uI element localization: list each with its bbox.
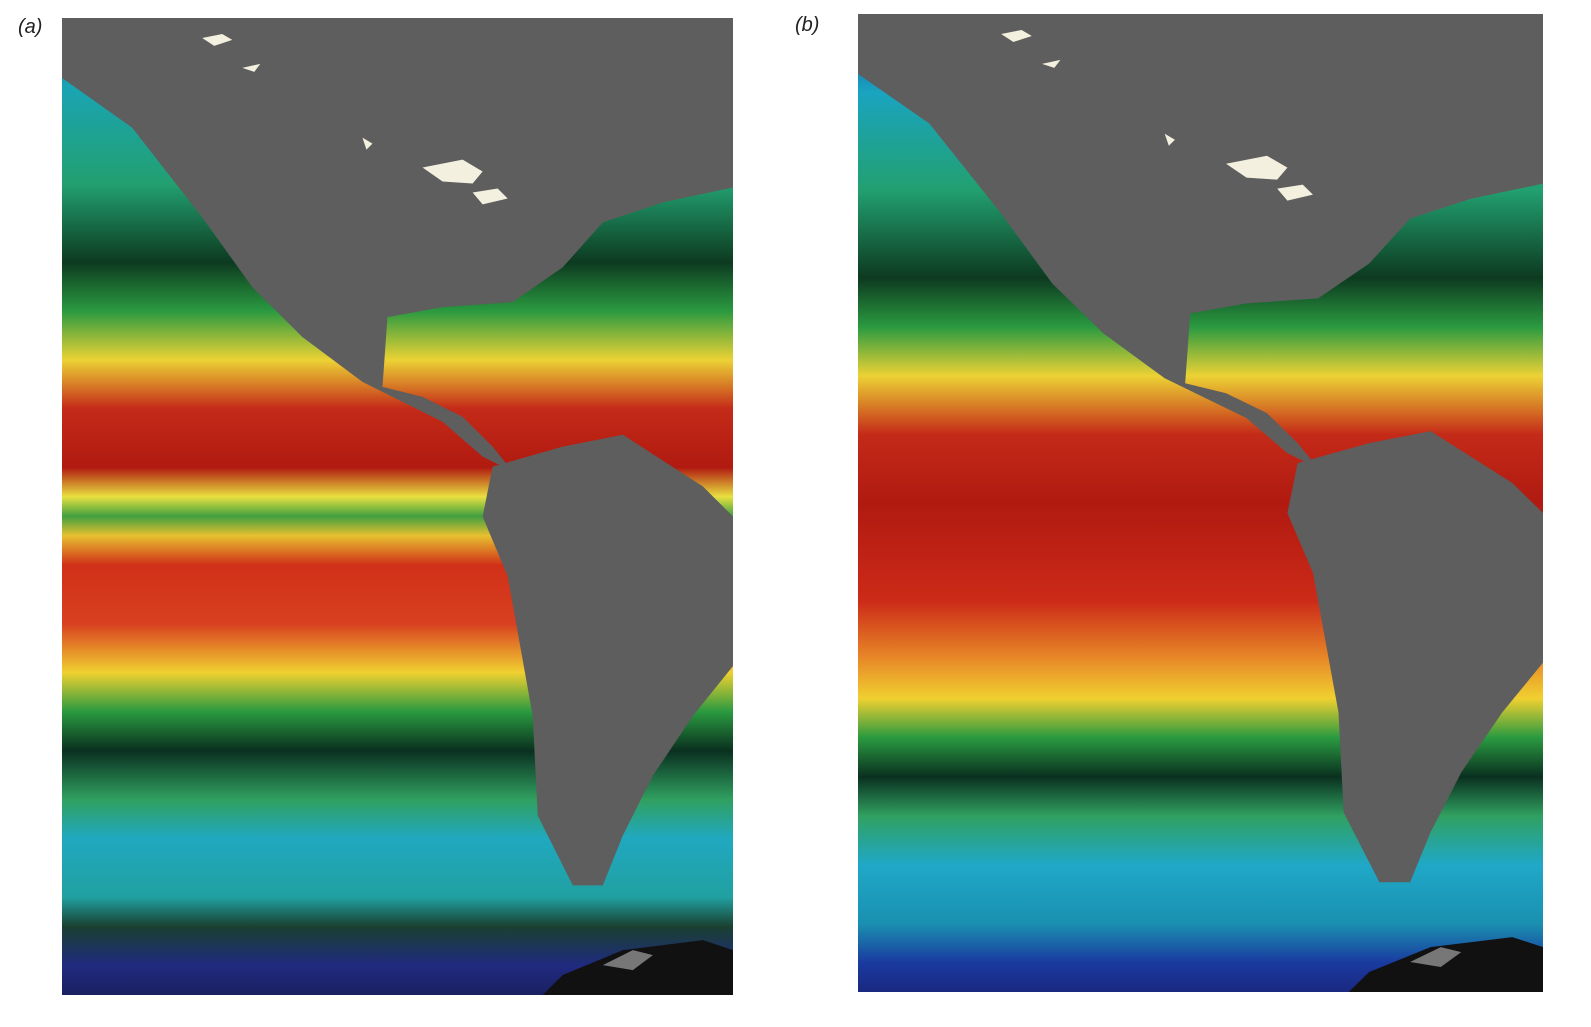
sst-map-a <box>62 18 733 995</box>
panel-label: (a) <box>18 16 43 38</box>
sst-map-b <box>858 14 1543 992</box>
panel-label: (b) <box>795 14 820 36</box>
